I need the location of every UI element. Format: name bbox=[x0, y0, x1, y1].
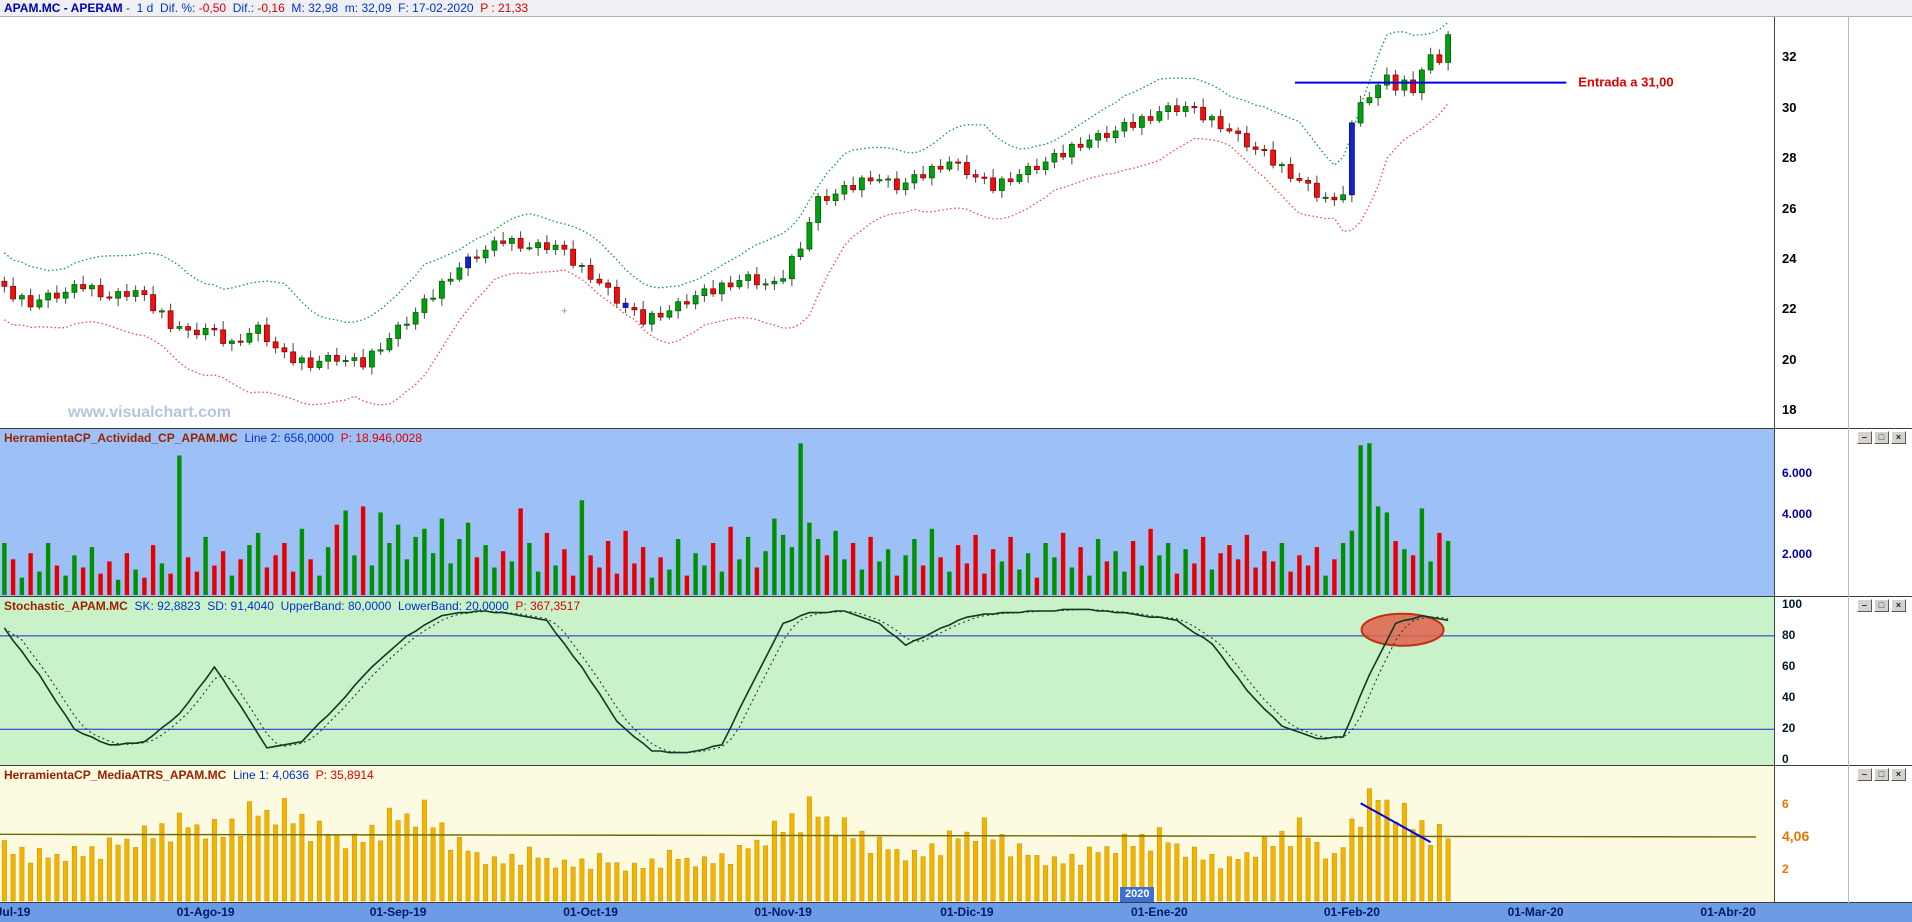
volume-tick-label: 6.000 bbox=[1782, 465, 1813, 480]
atr-tick-label: 4,06 bbox=[1782, 828, 1810, 845]
price-panel: www.visualchart.com + Entrada a 31,00 18 20… bbox=[0, 17, 1912, 429]
upper-volatility-band bbox=[3, 21, 1449, 323]
stochastic-tick-label: 100 bbox=[1782, 597, 1803, 611]
stochastic-chart[interactable] bbox=[0, 597, 1774, 765]
price-tick-label: 24 bbox=[1782, 251, 1797, 267]
date-label: 01-Sep-19 bbox=[369, 905, 427, 919]
price-tick-label: 18 bbox=[1782, 402, 1797, 418]
date-label: 01-Feb-20 bbox=[1323, 905, 1380, 919]
date-label: 01-Oct-19 bbox=[563, 905, 618, 919]
text-segment: Line 1: 4,0636 bbox=[226, 768, 310, 782]
date-label: 01-Mar-20 bbox=[1507, 905, 1564, 919]
price-series[interactable] bbox=[1, 31, 1451, 375]
date-label: 01-Jul-19 bbox=[0, 905, 31, 919]
stochastic-tick-label: 0 bbox=[1782, 752, 1789, 765]
price-tick-label: 22 bbox=[1782, 301, 1797, 317]
lower-volatility-band bbox=[4, 103, 1449, 406]
text-segment: -0,50 bbox=[198, 1, 227, 15]
atr-tick-label: 6 bbox=[1782, 796, 1789, 811]
atr-chart[interactable] bbox=[0, 766, 1774, 902]
stochastic-axis[interactable]: – □ × 100 80 60 40 20 0 bbox=[1774, 597, 1912, 765]
watermark-text: www.visualchart.com bbox=[67, 404, 231, 421]
candlestick-chart[interactable]: www.visualchart.com + Entrada a 31,00 bbox=[0, 17, 1774, 428]
stochastic-tick-label: 80 bbox=[1782, 627, 1796, 642]
text-segment: SK: 92,8823 bbox=[127, 599, 201, 613]
panel-window-controls: – □ × bbox=[1857, 768, 1906, 781]
atr-panel: HerramientaCP_MediaATRS_APAM.MC Line 1: … bbox=[0, 766, 1912, 903]
text-segment: Dif. %: bbox=[160, 1, 199, 15]
minimize-button[interactable]: – bbox=[1857, 768, 1872, 781]
stochastic-panel-header: Stochastic_APAM.MC SK: 92,8823 SD: 91,40… bbox=[4, 599, 580, 613]
date-label: 01-Ago-19 bbox=[176, 905, 235, 919]
maximize-button[interactable]: □ bbox=[1874, 599, 1889, 612]
event-marker: + bbox=[561, 306, 567, 318]
text-segment: Stochastic_APAM.MC bbox=[4, 599, 128, 613]
text-segment: P: 18.946,0028 bbox=[333, 431, 423, 445]
signal-highlight-ellipse[interactable] bbox=[1360, 612, 1445, 647]
text-segment: Line 2: 656,0000 bbox=[237, 431, 334, 445]
stochastic-tick-label: 60 bbox=[1782, 659, 1796, 673]
chart-titlebar: APAM.MC - APERAM - 1 d Dif. %: -0,50 Dif… bbox=[0, 0, 1912, 17]
text-segment: P : 21,33 bbox=[480, 1, 529, 15]
panel-window-controls: – □ × bbox=[1857, 431, 1906, 444]
maximize-button[interactable]: □ bbox=[1874, 431, 1889, 444]
atr-average-line bbox=[0, 833, 1757, 838]
minimize-button[interactable]: – bbox=[1857, 431, 1872, 444]
date-label: 01-Abr-20 bbox=[1700, 905, 1756, 919]
text-segment: HerramientaCP_MediaATRS_APAM.MC bbox=[4, 768, 227, 782]
text-segment: P: 367,3517 bbox=[508, 599, 581, 613]
volume-tick-label: 2.000 bbox=[1782, 547, 1813, 562]
volume-series[interactable] bbox=[2, 443, 1451, 595]
text-segment: UpperBand: 80,0000 bbox=[273, 599, 392, 613]
sk-line bbox=[3, 608, 1449, 754]
volume-panel-header: HerramientaCP_Actividad_CP_APAM.MC Line … bbox=[4, 431, 422, 445]
text-segment: APAM.MC - APERAM bbox=[4, 1, 123, 15]
date-label: 01-Nov-19 bbox=[754, 905, 812, 919]
volume-tick-label: 4.000 bbox=[1782, 506, 1813, 521]
stochastic-lines[interactable] bbox=[3, 608, 1449, 754]
trend-annotation-line[interactable] bbox=[1360, 802, 1432, 843]
text-segment: M: 32,98 m: 32,09 F: 17-02-2020 bbox=[284, 1, 481, 15]
stochastic-tick-label: 20 bbox=[1782, 721, 1796, 736]
time-axis[interactable]: 01-Jul-19 01-Ago-19 01-Sep-19 01-Oct-19 01-N… bbox=[0, 903, 1912, 922]
sd-line bbox=[4, 608, 1449, 754]
stochastic-panel: Stochastic_APAM.MC SK: 92,8823 SD: 91,40… bbox=[0, 597, 1912, 766]
text-segment: -0,16 bbox=[257, 1, 285, 15]
minimize-button[interactable]: – bbox=[1857, 599, 1872, 612]
volume-chart[interactable] bbox=[0, 429, 1774, 596]
text-segment: - 1 d bbox=[122, 1, 161, 15]
text-segment: Dif.: bbox=[226, 1, 258, 15]
price-tick-label: 26 bbox=[1782, 200, 1797, 216]
close-button[interactable]: × bbox=[1891, 599, 1906, 612]
stochastic-tick-label: 40 bbox=[1782, 690, 1796, 705]
panel-frame-divider bbox=[1848, 17, 1849, 903]
atr-axis[interactable]: – □ × 6 4,06 2 bbox=[1774, 766, 1912, 902]
panel-window-controls: – □ × bbox=[1857, 599, 1906, 612]
year-label: 2020 bbox=[1120, 887, 1155, 902]
close-button[interactable]: × bbox=[1891, 768, 1906, 781]
date-label: 01-Ene-20 bbox=[1131, 905, 1188, 919]
volume-axis[interactable]: – □ × 6.000 4.000 2.000 bbox=[1774, 429, 1912, 596]
price-tick-label: 20 bbox=[1782, 351, 1797, 367]
entry-annotation: Entrada a 31,00 bbox=[1578, 75, 1673, 90]
atr-panel-header: HerramientaCP_MediaATRS_APAM.MC Line 1: … bbox=[4, 768, 374, 782]
price-tick-label: 30 bbox=[1782, 99, 1797, 115]
text-segment: HerramientaCP_Actividad_CP_APAM.MC bbox=[4, 431, 238, 445]
close-button[interactable]: × bbox=[1891, 431, 1906, 444]
date-label: 01-Dic-19 bbox=[940, 905, 994, 919]
price-axis[interactable]: 182022242628303234 bbox=[1774, 17, 1912, 428]
volume-panel: HerramientaCP_Actividad_CP_APAM.MC Line … bbox=[0, 429, 1912, 597]
text-segment: P: 35,8914 bbox=[309, 768, 374, 782]
text-segment: SD: 91,4040 bbox=[200, 599, 274, 613]
maximize-button[interactable]: □ bbox=[1874, 768, 1889, 781]
price-tick-label: 28 bbox=[1782, 150, 1797, 166]
atr-series[interactable] bbox=[1, 788, 1451, 902]
atr-tick-label: 2 bbox=[1782, 861, 1789, 876]
text-segment: LowerBand: 20,0000 bbox=[391, 599, 509, 613]
price-tick-label: 32 bbox=[1782, 49, 1797, 65]
